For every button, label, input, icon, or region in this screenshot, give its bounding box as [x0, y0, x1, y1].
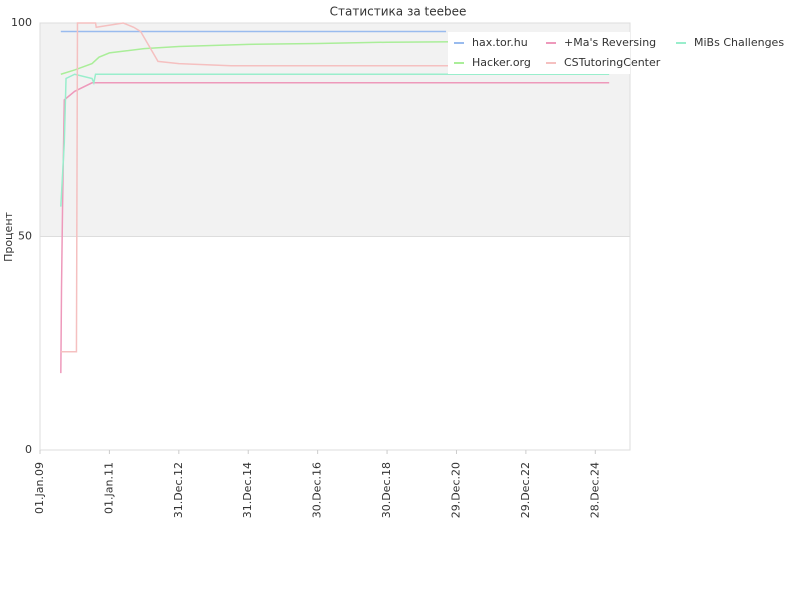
y-tick-label: 0 [25, 443, 32, 456]
x-tick-label: 28.Dec.24 [588, 462, 601, 518]
legend-label: +Ma's Reversing [564, 36, 656, 49]
series-line [60, 22, 610, 353]
x-tick-label: 31.Dec.12 [172, 462, 185, 518]
chart-title: Статистика за teebee [330, 5, 467, 19]
x-tick-label: 01.Jan.11 [102, 462, 115, 514]
x-tick-label: 01.Jan.09 [33, 462, 46, 514]
x-tick-label: 29.Dec.20 [449, 462, 462, 518]
legend-box [448, 32, 630, 74]
x-tick-label: 29.Dec.22 [519, 462, 532, 518]
legend-label: CSTutoringCenter [564, 56, 661, 69]
legend-label: hax.tor.hu [472, 36, 528, 49]
x-tick-label: 30.Dec.16 [311, 462, 324, 518]
y-axis-label: Процент [2, 211, 15, 261]
y-tick-label: 50 [18, 230, 32, 243]
series-line [60, 40, 610, 75]
legend-label: Hacker.org [472, 56, 531, 69]
x-tick-label: 31.Dec.14 [241, 462, 254, 518]
legend-label: MiBs Challenges [694, 36, 784, 49]
series-line [60, 82, 610, 374]
y-tick-label: 100 [11, 16, 32, 29]
series-line [60, 73, 610, 207]
x-tick-label: 30.Dec.18 [380, 462, 393, 518]
